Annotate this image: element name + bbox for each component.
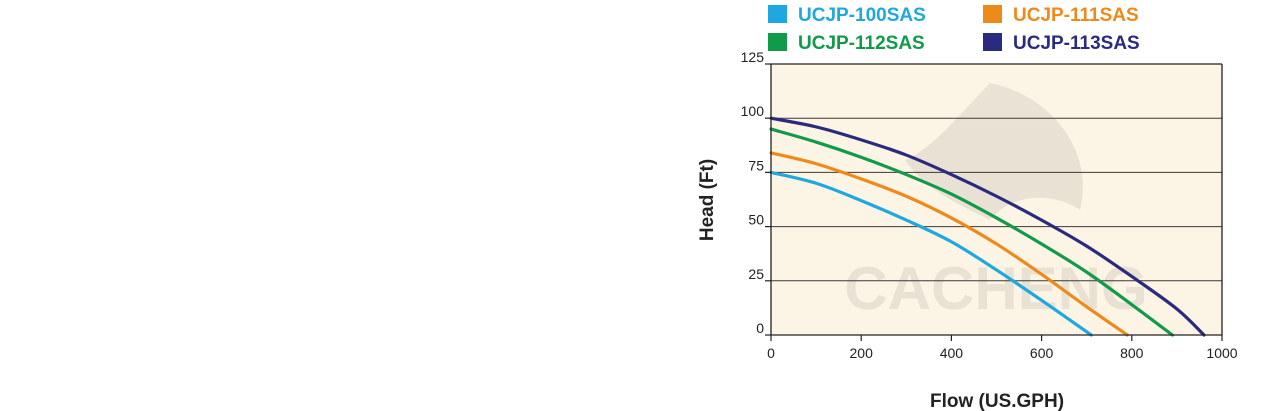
legend-label: UCJP-111SAS [1013, 5, 1139, 26]
series-line-ucjp-113sas [769, 116, 1206, 337]
y-tick-label: 25 [748, 266, 764, 282]
y-tick-label: 100 [741, 103, 765, 119]
legend-label: UCJP-112SAS [798, 33, 925, 54]
y-tick-labels: 0 25 50 75 100 125 [741, 49, 771, 336]
y-tick-label: 50 [748, 212, 764, 228]
legend-label: UCJP-100SAS [798, 5, 926, 26]
series-curves [769, 116, 1206, 337]
legend: UCJP-100SAS UCJP-111SAS UCJP-112SAS UCJP-11… [768, 5, 1140, 54]
legend-label: UCJP-113SAS [1013, 33, 1140, 54]
series-line-ucjp-111sas [769, 151, 1129, 337]
x-axis-title: Flow (US.GPH) [930, 391, 1064, 411]
axes [770, 63, 1223, 336]
legend-swatch [983, 5, 1002, 23]
x-tick-label: 1000 [1206, 345, 1237, 361]
x-tick-label: 400 [940, 345, 964, 361]
watermark-logo: CACHENG [844, 83, 1148, 322]
legend-swatch [768, 5, 787, 23]
y-tick-label: 0 [756, 320, 764, 336]
plot-area [771, 64, 1222, 335]
series-line-ucjp-100sas [769, 170, 1093, 337]
y-tick-label: 125 [741, 49, 765, 65]
series-line-ucjp-112sas [769, 127, 1174, 337]
x-tick-label: 0 [767, 345, 775, 361]
watermark-emblem-icon [905, 83, 1083, 220]
legend-swatch [983, 33, 1002, 51]
x-tick-labels: 0 200 400 600 800 1000 [767, 335, 1238, 361]
watermark-text: CACHENG [844, 255, 1147, 322]
legend-swatch [768, 33, 787, 51]
y-axis-title: Head (Ft) [697, 159, 718, 241]
x-tick-label: 200 [850, 345, 874, 361]
y-tick-label: 75 [748, 157, 764, 173]
x-tick-label: 600 [1030, 345, 1054, 361]
x-tick-label: 800 [1120, 345, 1144, 361]
